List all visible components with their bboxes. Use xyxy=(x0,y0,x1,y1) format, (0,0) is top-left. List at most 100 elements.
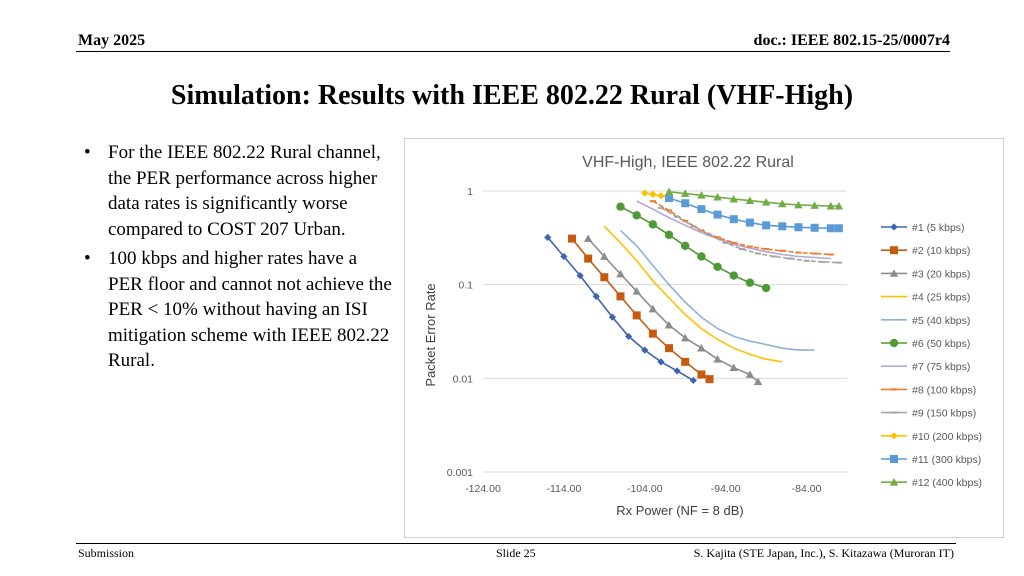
series-6 xyxy=(616,202,771,293)
data-point xyxy=(761,197,771,206)
legend-label: #11 (300 kbps) xyxy=(912,454,981,466)
data-point xyxy=(713,262,722,272)
tick-labels: 0.001 0.01 0.1 1 -124.00 -114.00 -104.00 -94.00… xyxy=(447,186,822,495)
legend-entry: #2 (10 kbps) xyxy=(881,245,970,257)
data-point xyxy=(705,375,714,384)
legend-marker xyxy=(890,246,898,255)
legend-label: #10 (200 kbps) xyxy=(912,431,982,443)
grid-lines xyxy=(483,190,847,473)
data-point xyxy=(616,292,625,301)
legend-label: #4 (25 kbps) xyxy=(912,292,970,304)
legend-entry: #1 (5 kbps) xyxy=(881,222,965,234)
data-point xyxy=(681,357,690,366)
data-point xyxy=(762,221,771,230)
series-line xyxy=(660,207,839,264)
header-rule xyxy=(76,51,950,52)
data-point xyxy=(649,190,657,198)
legend-marker xyxy=(890,223,898,231)
legend-entry: #6 (50 kbps) xyxy=(881,338,970,350)
data-point xyxy=(681,189,690,197)
data-point xyxy=(713,355,722,363)
bullet-list: For the IEEE 802.22 Rural channel, the P… xyxy=(84,140,394,378)
data-point xyxy=(681,199,690,208)
data-point xyxy=(657,192,665,200)
x-tick-label: -104.00 xyxy=(627,483,663,495)
legend-marker xyxy=(890,432,898,440)
legend-label: #5 (40 kbps) xyxy=(912,315,970,327)
legend-marker xyxy=(889,478,899,486)
data-point xyxy=(794,223,803,232)
data-point xyxy=(584,254,593,263)
x-tick-label: -124.00 xyxy=(465,483,501,495)
data-point xyxy=(697,252,706,261)
legend-label: #6 (50 kbps) xyxy=(912,338,970,350)
legend-entry: #7 (75 kbps) xyxy=(881,361,970,373)
data-point xyxy=(826,201,836,210)
series-4 xyxy=(603,225,783,363)
series-line xyxy=(620,205,767,289)
legend-marker xyxy=(890,455,898,463)
data-point xyxy=(729,194,738,203)
data-point xyxy=(729,363,738,372)
data-point xyxy=(583,234,593,243)
data-point xyxy=(753,377,763,386)
legend-entry: #4 (25 kbps) xyxy=(881,292,970,304)
y-tick-label: 0.1 xyxy=(458,280,473,292)
series-line xyxy=(571,238,710,380)
legend-entry: #5 (40 kbps) xyxy=(881,315,970,327)
data-point xyxy=(673,367,681,375)
data-point xyxy=(664,187,674,196)
data-point xyxy=(648,220,658,229)
series-line xyxy=(668,191,839,207)
footer-submission: Submission xyxy=(78,546,135,560)
y-tick-label: 0.001 xyxy=(447,467,473,479)
data-point xyxy=(745,196,755,204)
legend-label: #7 (75 kbps) xyxy=(912,361,970,373)
series-line xyxy=(587,238,759,383)
data-point xyxy=(834,224,843,233)
series-line xyxy=(644,192,670,198)
x-tick-label: -84.00 xyxy=(792,483,822,495)
data-point xyxy=(600,273,609,282)
data-point xyxy=(632,287,641,295)
data-point xyxy=(810,223,819,232)
series-line xyxy=(636,200,831,260)
legend-label: #2 (10 kbps) xyxy=(912,245,970,257)
series-11 xyxy=(665,194,843,233)
data-point xyxy=(592,292,600,300)
data-point xyxy=(657,358,665,366)
data-point xyxy=(697,205,706,214)
legend-entry: #12 (400 kbps) xyxy=(881,477,982,489)
y-axis-label: Packet Error Rate xyxy=(423,283,438,386)
data-point xyxy=(616,202,625,211)
series-line xyxy=(652,200,831,256)
data-point xyxy=(664,320,674,329)
series-7 xyxy=(636,200,831,260)
series-5 xyxy=(619,229,815,351)
data-point xyxy=(834,201,844,210)
data-point xyxy=(729,215,738,224)
x-axis-label: Rx Power (NF = 8 dB) xyxy=(616,503,744,518)
data-point xyxy=(729,271,738,280)
data-point xyxy=(778,199,787,208)
data-point xyxy=(826,224,835,233)
data-point xyxy=(641,189,649,197)
legend-entry: #8 (100 kbps) xyxy=(881,384,976,396)
legend-marker xyxy=(889,269,899,277)
data-point xyxy=(697,191,706,199)
data-point xyxy=(616,269,625,278)
legend-entry: #3 (20 kbps) xyxy=(881,268,970,280)
legend-marker xyxy=(889,338,899,348)
series-line xyxy=(619,229,815,351)
data-point xyxy=(697,370,706,379)
bullet-item: For the IEEE 802.22 Rural channel, the P… xyxy=(84,140,394,242)
legend-label: #1 (5 kbps) xyxy=(912,222,965,234)
series-9 xyxy=(657,206,842,264)
series-3 xyxy=(583,234,763,386)
footer-slide-number: Slide 25 xyxy=(496,546,536,560)
data-point xyxy=(632,311,641,320)
bullet-item: 100 kbps and higher rates have a PER flo… xyxy=(84,246,394,374)
y-tick-label: 1 xyxy=(467,186,473,198)
series-12 xyxy=(664,187,844,210)
data-point xyxy=(665,344,674,353)
